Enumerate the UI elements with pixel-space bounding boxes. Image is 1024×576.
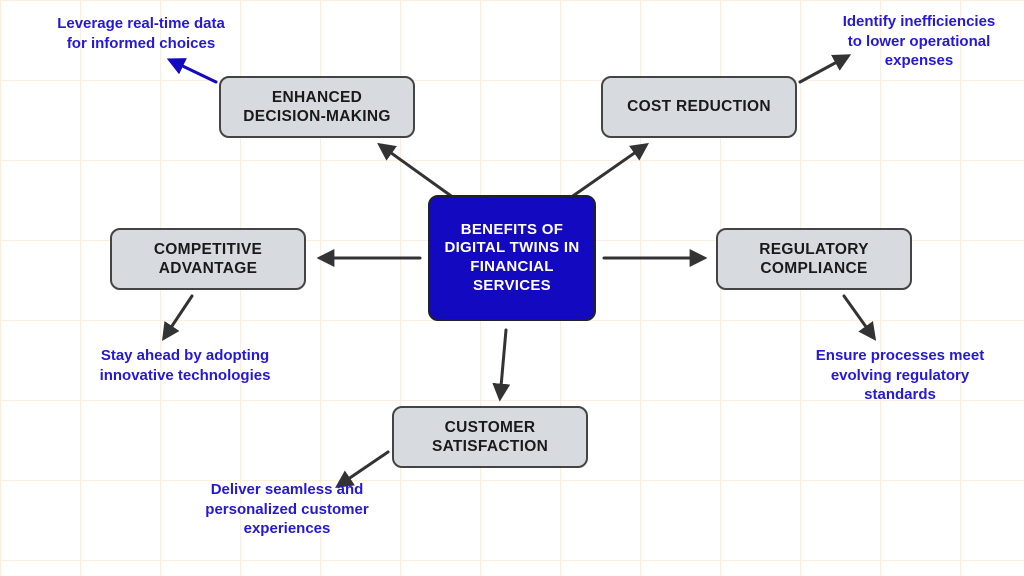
- node-customer-satisfaction: CUSTOMER SATISFACTION: [392, 406, 588, 468]
- caption-regulatory: Ensure processes meet evolving regulator…: [800, 346, 1000, 405]
- caption-cost: Identify inefficiencies to lower operati…: [834, 12, 1004, 71]
- node-enhanced-decision-making: ENHANCED DECISION-MAKING: [219, 76, 415, 138]
- node-regulatory-compliance: REGULATORY COMPLIANCE: [716, 228, 912, 290]
- caption-customer: Deliver seamless and personalized custom…: [172, 480, 402, 539]
- node-label: CUSTOMER SATISFACTION: [406, 418, 574, 457]
- node-label: COST REDUCTION: [627, 97, 771, 116]
- caption-enhanced: Leverage real-time data for informed cho…: [56, 14, 226, 53]
- node-competitive-advantage: COMPETITIVE ADVANTAGE: [110, 228, 306, 290]
- node-label: ENHANCED DECISION-MAKING: [233, 88, 401, 127]
- node-label: REGULATORY COMPLIANCE: [730, 240, 898, 279]
- central-label: BENEFITS OF DIGITAL TWINS IN FINANCIAL S…: [442, 221, 582, 296]
- caption-competitive: Stay ahead by adopting innovative techno…: [90, 346, 280, 385]
- node-label: COMPETITIVE ADVANTAGE: [124, 240, 292, 279]
- node-cost-reduction: COST REDUCTION: [601, 76, 797, 138]
- central-node: BENEFITS OF DIGITAL TWINS IN FINANCIAL S…: [428, 195, 596, 321]
